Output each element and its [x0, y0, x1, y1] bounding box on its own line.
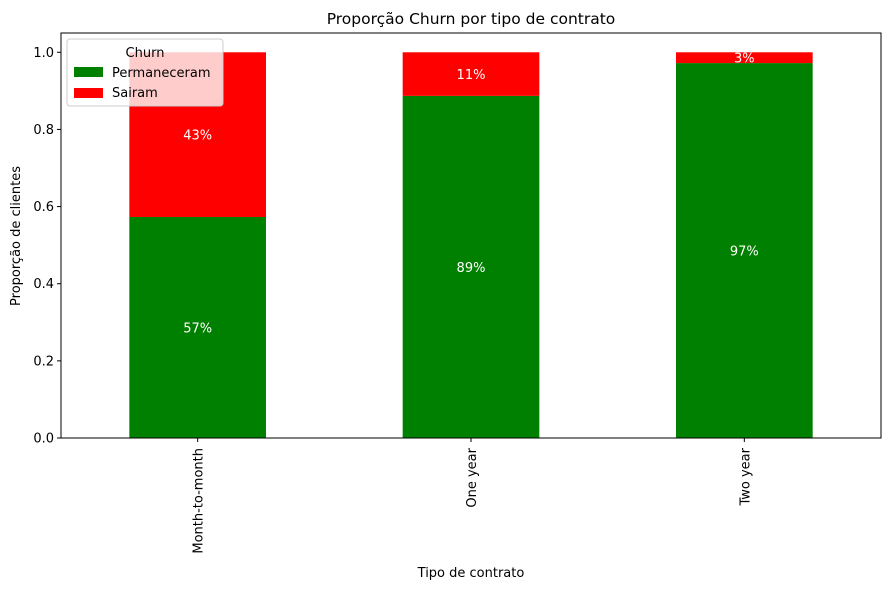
bar-sairam-one-year [402, 52, 540, 96]
x-axis-title: Tipo de contrato [417, 566, 525, 581]
x-tick-label-one-year: One year [465, 447, 480, 507]
bar-label-sairam-month-to-month: 43% [183, 129, 212, 144]
legend-title: Churn [126, 46, 165, 61]
y-tick-label: 0.8 [33, 123, 54, 138]
y-tick-label: 1.0 [33, 46, 54, 61]
bar-label-permaneceram-one-year: 89% [457, 261, 486, 276]
bar-label-sairam-one-year: 11% [457, 68, 486, 83]
x-tick-label-two-year: Two year [738, 447, 753, 506]
y-tick-label: 0.4 [33, 277, 54, 292]
bar-label-permaneceram-two-year: 97% [730, 245, 759, 260]
legend-frame [66, 38, 224, 107]
bar-sairam-two-year [676, 52, 813, 64]
bar-permaneceram-one-year [402, 95, 540, 438]
x-tick-label-month-to-month: Month-to-month [192, 448, 207, 554]
bar-permaneceram-two-year [676, 63, 813, 438]
bars-group [129, 52, 813, 438]
legend-label-sairam: Sairam [112, 86, 158, 101]
y-axis-ticks: 0.0 0.2 0.4 0.6 0.8 1.0 [33, 46, 61, 447]
bar-labels-group: 57% 43% 89% 11% 97% 3% [183, 52, 759, 337]
legend-swatch-permaneceram [74, 67, 103, 77]
bar-label-sairam-two-year: 3% [734, 52, 755, 67]
y-axis-title: Proporção de clientes [9, 166, 24, 306]
y-tick-label: 0.0 [33, 432, 54, 447]
bar-label-permaneceram-month-to-month: 57% [183, 321, 212, 336]
y-tick-label: 0.6 [33, 200, 54, 215]
legend: Churn Permaneceram Sairam [66, 38, 224, 107]
bar-permaneceram-month-to-month [129, 216, 266, 438]
legend-swatch-sairam [74, 88, 103, 98]
chart-title: Proporção Churn por tipo de contrato [327, 10, 616, 28]
x-axis-ticks: Month-to-month One year Two year [192, 438, 753, 554]
legend-label-permaneceram: Permaneceram [112, 66, 210, 81]
y-tick-label: 0.2 [33, 354, 54, 369]
